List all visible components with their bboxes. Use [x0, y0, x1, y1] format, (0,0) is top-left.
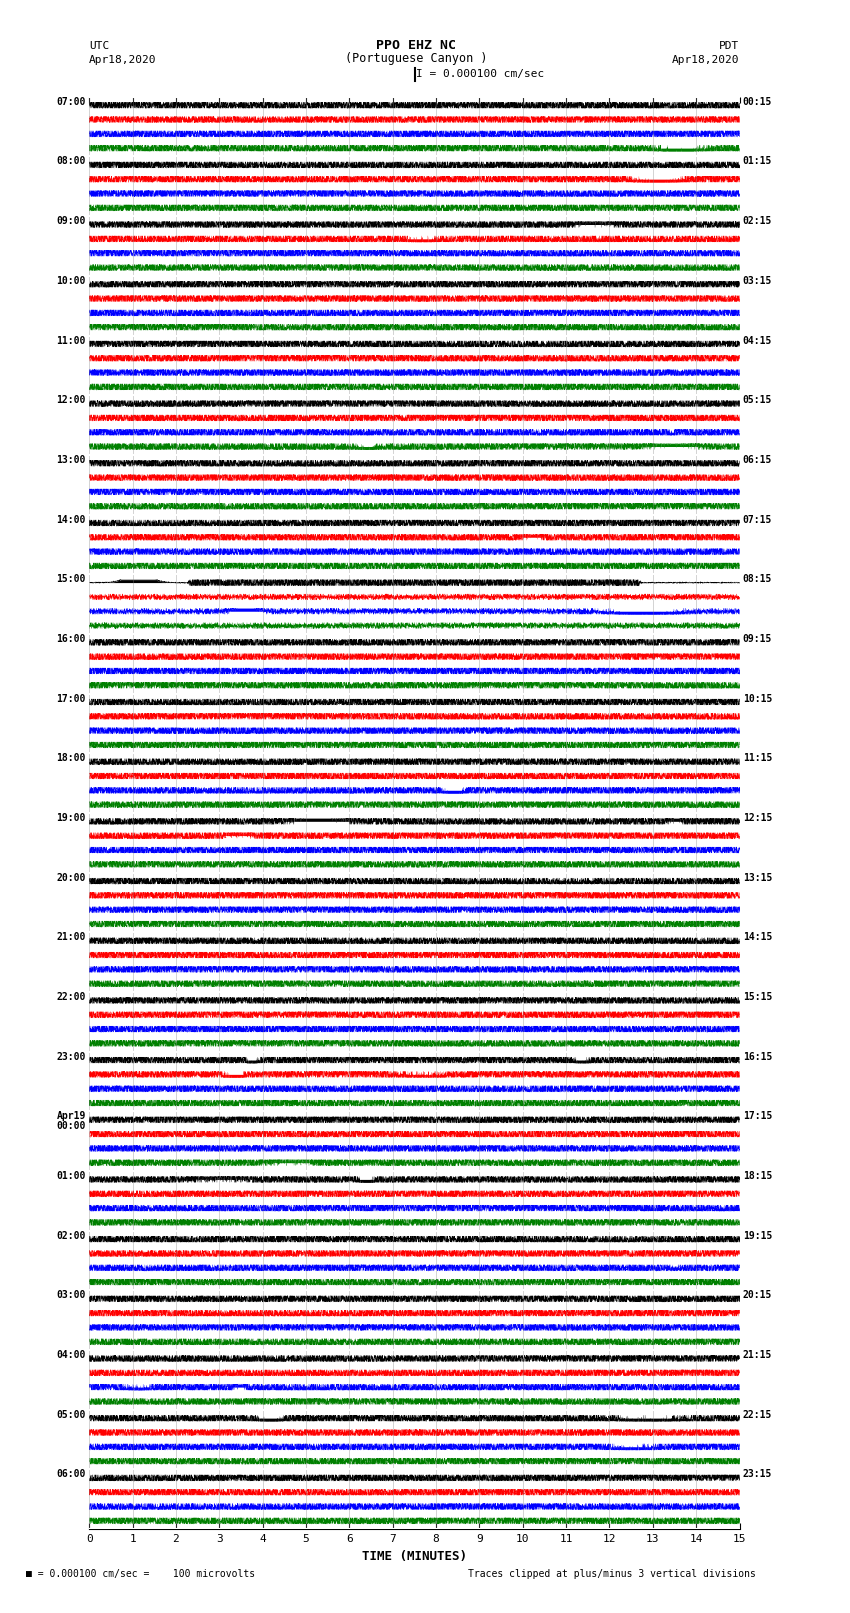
- Text: 12:00: 12:00: [57, 395, 86, 405]
- Text: 19:00: 19:00: [57, 813, 86, 823]
- Text: 04:15: 04:15: [743, 336, 772, 345]
- Text: 10:00: 10:00: [57, 276, 86, 286]
- Text: 21:00: 21:00: [57, 932, 86, 942]
- Text: 07:15: 07:15: [743, 515, 772, 524]
- Text: 09:00: 09:00: [57, 216, 86, 226]
- Text: 15:15: 15:15: [743, 992, 772, 1002]
- Text: Traces clipped at plus/minus 3 vertical divisions: Traces clipped at plus/minus 3 vertical …: [468, 1569, 756, 1579]
- Text: 17:15: 17:15: [743, 1111, 772, 1121]
- Text: 16:15: 16:15: [743, 1052, 772, 1061]
- Text: 12:15: 12:15: [743, 813, 772, 823]
- Text: Apr18,2020: Apr18,2020: [672, 55, 740, 65]
- Text: 15:00: 15:00: [57, 574, 86, 584]
- Text: 11:00: 11:00: [57, 336, 86, 345]
- Text: 14:15: 14:15: [743, 932, 772, 942]
- Text: 02:15: 02:15: [743, 216, 772, 226]
- Text: 22:00: 22:00: [57, 992, 86, 1002]
- Text: 18:15: 18:15: [743, 1171, 772, 1181]
- Text: 03:15: 03:15: [743, 276, 772, 286]
- Text: ■ = 0.000100 cm/sec =    100 microvolts: ■ = 0.000100 cm/sec = 100 microvolts: [26, 1569, 255, 1579]
- Text: 16:00: 16:00: [57, 634, 86, 644]
- Text: 06:15: 06:15: [743, 455, 772, 465]
- Text: 00:15: 00:15: [743, 97, 772, 106]
- Text: 17:00: 17:00: [57, 694, 86, 703]
- Text: 23:00: 23:00: [57, 1052, 86, 1061]
- Text: 01:00: 01:00: [57, 1171, 86, 1181]
- Text: 01:15: 01:15: [743, 156, 772, 166]
- Text: 07:00: 07:00: [57, 97, 86, 106]
- Text: (Portuguese Canyon ): (Portuguese Canyon ): [345, 52, 488, 65]
- Text: 18:00: 18:00: [57, 753, 86, 763]
- Text: 14:00: 14:00: [57, 515, 86, 524]
- Text: PPO EHZ NC: PPO EHZ NC: [377, 39, 456, 52]
- Text: 23:15: 23:15: [743, 1469, 772, 1479]
- Text: 13:15: 13:15: [743, 873, 772, 882]
- Text: 11:15: 11:15: [743, 753, 772, 763]
- Text: 09:15: 09:15: [743, 634, 772, 644]
- X-axis label: TIME (MINUTES): TIME (MINUTES): [362, 1550, 467, 1563]
- Text: 08:00: 08:00: [57, 156, 86, 166]
- Text: 05:00: 05:00: [57, 1410, 86, 1419]
- Text: 06:00: 06:00: [57, 1469, 86, 1479]
- Text: 05:15: 05:15: [743, 395, 772, 405]
- Text: 04:00: 04:00: [57, 1350, 86, 1360]
- Text: 20:00: 20:00: [57, 873, 86, 882]
- Text: UTC: UTC: [89, 40, 110, 50]
- Text: I = 0.000100 cm/sec: I = 0.000100 cm/sec: [416, 69, 544, 79]
- Text: PDT: PDT: [719, 40, 740, 50]
- Text: 08:15: 08:15: [743, 574, 772, 584]
- Text: Apr19
00:00: Apr19 00:00: [57, 1111, 86, 1131]
- Text: 10:15: 10:15: [743, 694, 772, 703]
- Text: Apr18,2020: Apr18,2020: [89, 55, 156, 65]
- Text: 22:15: 22:15: [743, 1410, 772, 1419]
- Text: 21:15: 21:15: [743, 1350, 772, 1360]
- Text: 20:15: 20:15: [743, 1290, 772, 1300]
- Text: 13:00: 13:00: [57, 455, 86, 465]
- Text: 02:00: 02:00: [57, 1231, 86, 1240]
- Text: 19:15: 19:15: [743, 1231, 772, 1240]
- Text: 03:00: 03:00: [57, 1290, 86, 1300]
